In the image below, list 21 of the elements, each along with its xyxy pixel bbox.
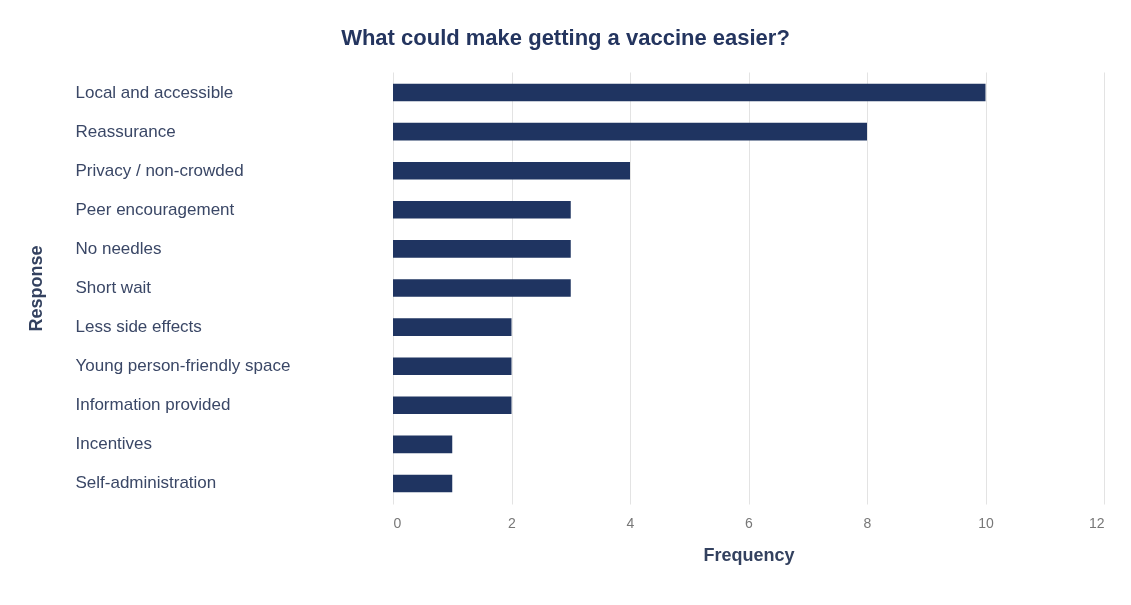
y-tick-label: Local and accessible <box>75 82 234 102</box>
x-tick-label: 10 <box>978 514 994 531</box>
y-tick-label: No needles <box>75 238 162 258</box>
x-tick-label: 8 <box>863 514 872 531</box>
y-tick-label: Incentives <box>75 434 153 454</box>
y-axis-title: Response <box>25 245 46 332</box>
y-tick-label: Privacy / non-crowded <box>75 160 244 180</box>
y-tick-label: Peer encouragement <box>75 199 235 219</box>
y-tick-label: Less side effects <box>75 317 202 337</box>
x-tick-label: 4 <box>626 514 635 531</box>
y-tick-label: Self-administration <box>75 473 217 493</box>
x-tick-label: 6 <box>745 514 754 531</box>
y-tick-label: Young person-friendly space <box>75 356 291 376</box>
y-tick-label: Short wait <box>75 278 152 297</box>
chart-title: What could make getting a vaccine easier? <box>341 25 790 50</box>
x-tick-label: 2 <box>508 514 517 531</box>
y-tick-label: Reassurance <box>75 121 176 141</box>
x-axis-title: Frequency <box>703 544 795 565</box>
x-tick-label: 12 <box>1088 514 1105 531</box>
y-tick-label: Information provided <box>75 395 231 415</box>
x-tick-label: 0 <box>393 514 402 531</box>
